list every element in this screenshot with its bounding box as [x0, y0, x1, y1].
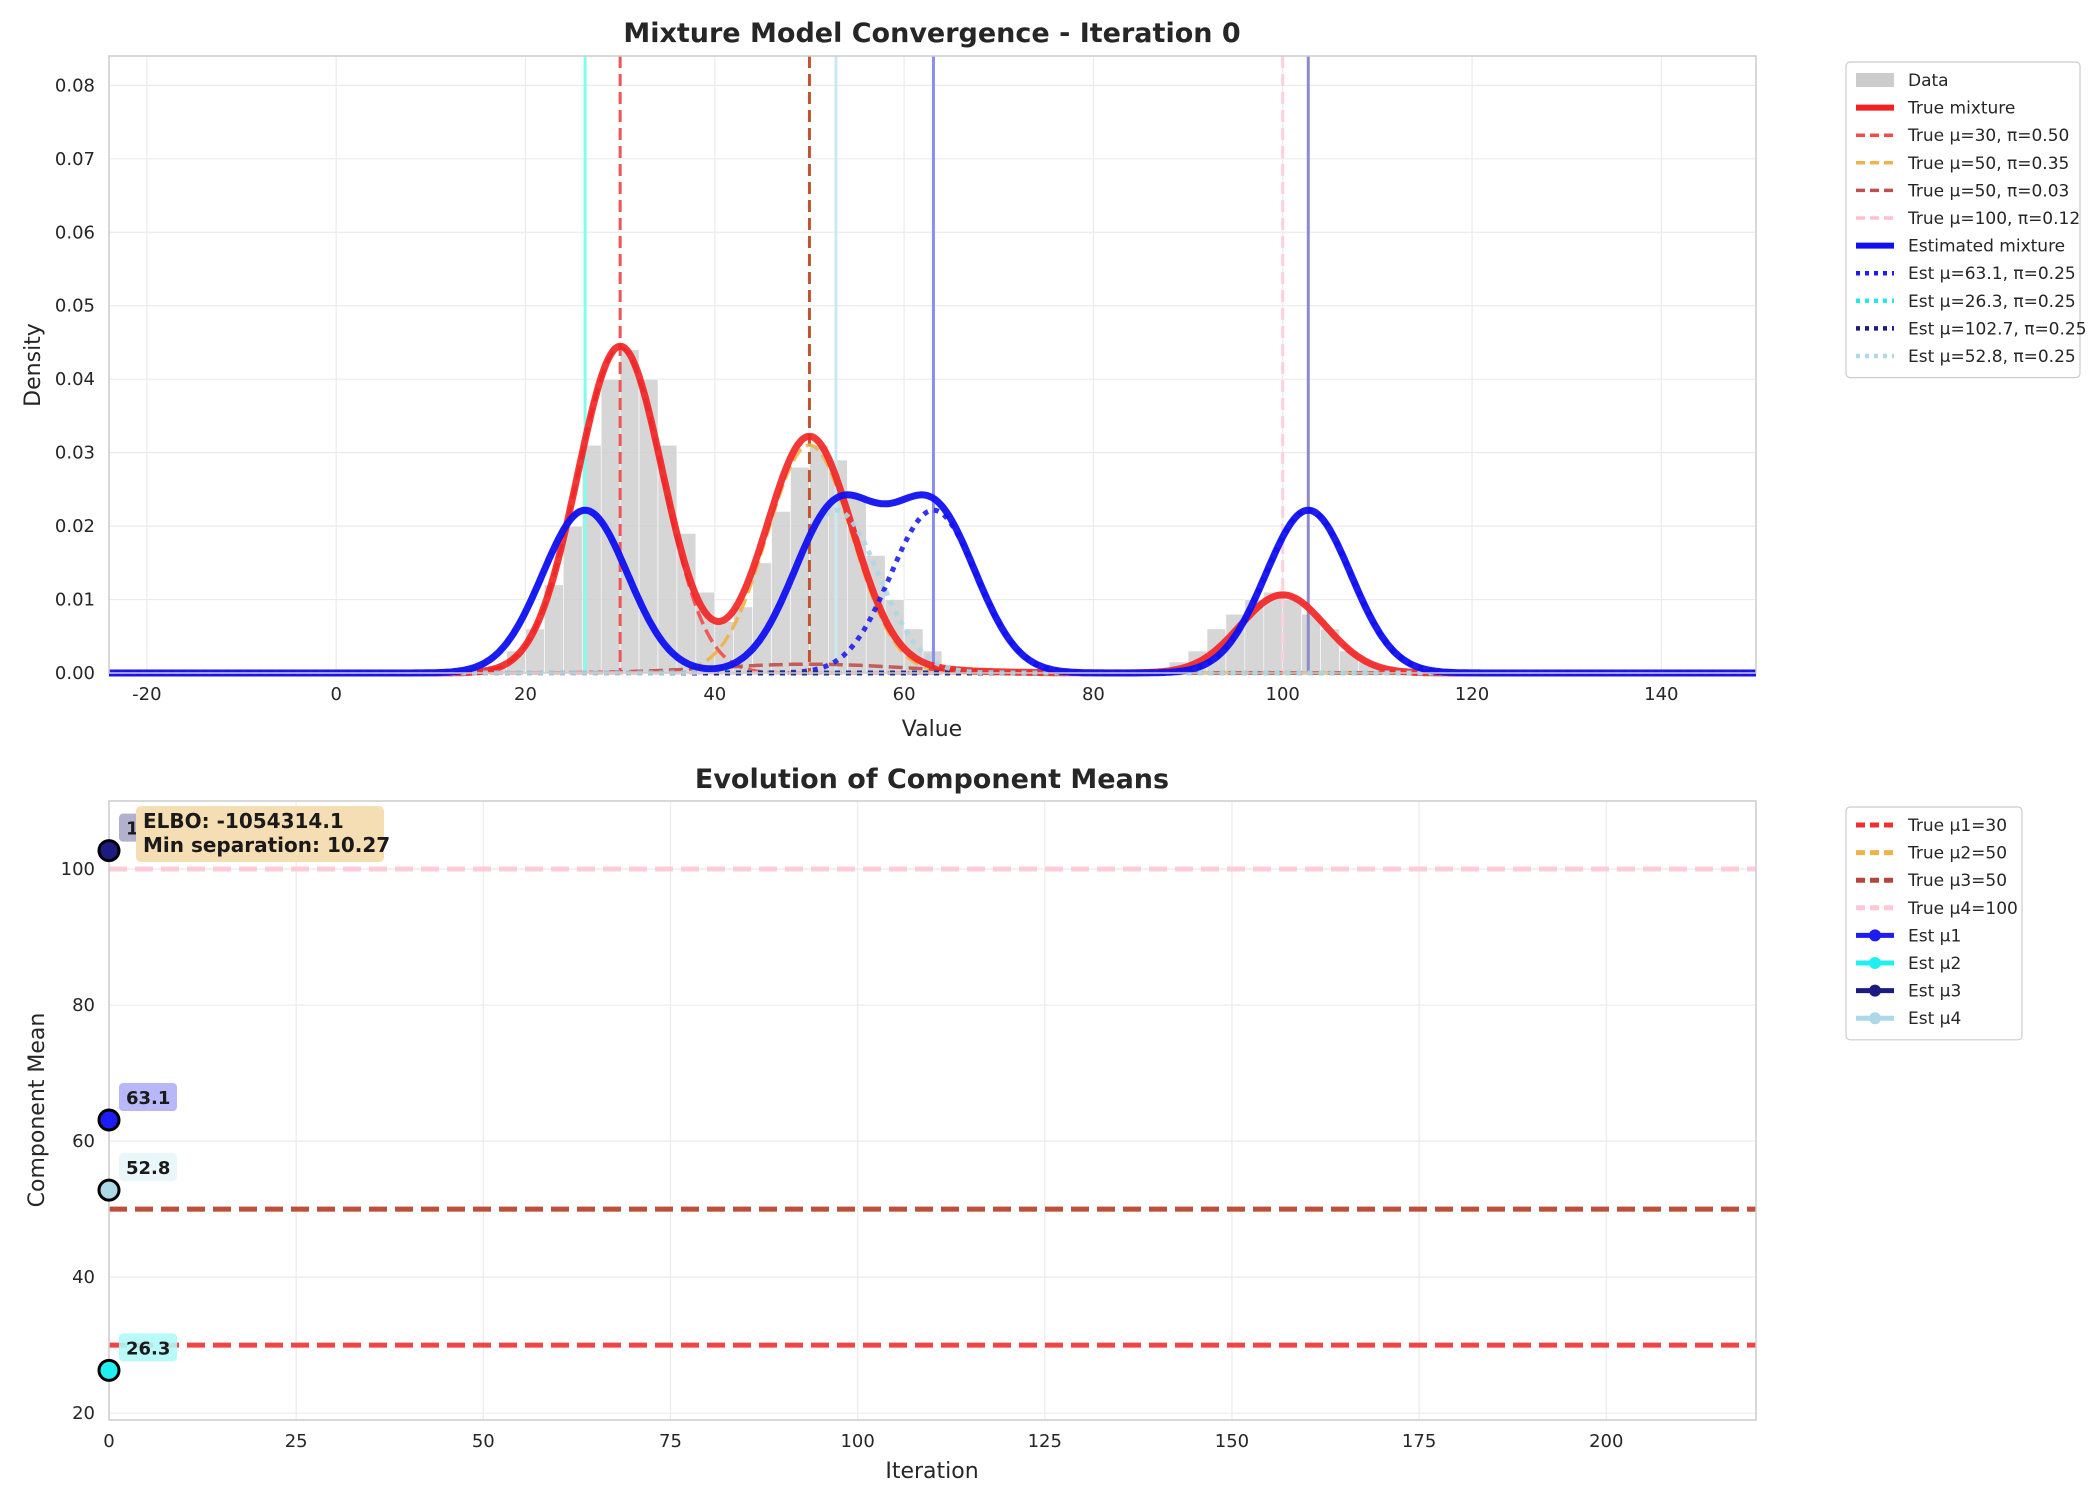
- legend-label: True μ1=30: [1907, 816, 2007, 836]
- means-gridlines: [108, 801, 1756, 1420]
- legend-swatch: [1856, 73, 1894, 87]
- estimated-mean-label-box: [119, 1333, 177, 1362]
- legend-label: True μ2=50: [1907, 844, 2007, 864]
- estimated-mean-point: [97, 839, 121, 863]
- estimated-mean-label: 26.3: [126, 1338, 170, 1359]
- min-separation-value: Min separation: 10.27: [143, 833, 390, 857]
- means-x-tick-label: 25: [285, 1431, 308, 1452]
- density-y-axis-label: Density: [21, 323, 46, 407]
- density-legend: Data True mixture True μ=30, π=0.50 True μ=…: [1845, 61, 2087, 379]
- histogram-bar: [563, 525, 583, 674]
- legend-label: True μ=50, π=0.03: [1907, 181, 2069, 201]
- histogram-bar: [752, 562, 772, 674]
- true-mean-lines: [109, 866, 1756, 1348]
- histogram-bar: [1282, 599, 1302, 674]
- legend-label: Est μ=102.7, π=0.25: [1908, 319, 2087, 339]
- density-x-tick-label: 100: [1266, 684, 1300, 705]
- legend-label: Est μ=63.1, π=0.25: [1908, 264, 2076, 284]
- means-x-tick-label: 50: [472, 1431, 495, 1452]
- density-y-tick-label: 0.06: [55, 222, 95, 243]
- legend-label: True μ=50, π=0.35: [1907, 154, 2069, 174]
- legend-marker: [1869, 929, 1881, 942]
- means-y-tick-label: 60: [72, 1131, 95, 1152]
- legend-label: Est μ=26.3, π=0.25: [1908, 292, 2076, 312]
- legend-label: Est μ1: [1908, 926, 1961, 946]
- means-x-tick-label: 175: [1402, 1431, 1436, 1452]
- means-y-tick-label: 40: [72, 1267, 95, 1288]
- legend-label: Est μ4: [1908, 1009, 1961, 1029]
- density-chart-title: Mixture Model Convergence - Iteration 0: [623, 18, 1240, 49]
- legend-marker: [1869, 957, 1881, 969]
- estimated-mean-label: 52.8: [126, 1158, 170, 1179]
- density-x-tick-label: -20: [132, 684, 161, 705]
- density-y-tick-label: 0.07: [55, 149, 95, 170]
- density-panel: Mixture Model Convergence - Iteration 0 …: [21, 18, 2087, 742]
- legend-label: True μ=30, π=0.50: [1907, 126, 2069, 146]
- density-x-ticks: -20 0 20 40 60 80 100 120 140: [132, 684, 1678, 705]
- means-x-tick-label: 200: [1589, 1431, 1623, 1452]
- density-x-tick-label: 40: [703, 684, 726, 705]
- density-y-tick-label: 0.01: [55, 590, 95, 611]
- estimated-mean-label-box: [119, 1083, 177, 1112]
- density-x-tick-label: 20: [514, 684, 537, 705]
- density-y-tick-label: 0.03: [55, 443, 95, 464]
- means-chart-title: Evolution of Component Means: [695, 764, 1169, 795]
- density-x-axis-label: Value: [902, 717, 962, 742]
- histogram-bar: [809, 444, 829, 674]
- data-histogram: [487, 349, 1416, 674]
- legend-label: Data: [1908, 71, 1949, 91]
- density-y-tick-label: 0.02: [55, 516, 95, 537]
- density-x-tick-label: 120: [1455, 684, 1489, 705]
- legend-label: Estimated mixture: [1908, 237, 2065, 257]
- legend-label: True μ3=50: [1907, 871, 2007, 891]
- elbo-annotation-box: [136, 806, 384, 862]
- density-y-tick-label: 0.00: [55, 663, 95, 684]
- legend-label: Est μ3: [1908, 982, 1961, 1002]
- means-x-axis-label: Iteration: [885, 1459, 978, 1484]
- means-y-tick-label: 100: [61, 859, 95, 880]
- density-legend-box: [1845, 61, 2081, 379]
- means-x-tick-label: 75: [659, 1431, 682, 1452]
- histogram-bar: [1301, 613, 1321, 674]
- legend-marker: [1869, 984, 1881, 997]
- estimated-mean-label: 63.1: [126, 1088, 170, 1109]
- legend-label: True μ4=100: [1907, 899, 2018, 919]
- means-panel: Evolution of Component Means 63.126.3102…: [25, 764, 2023, 1484]
- legend-label: Est μ2: [1908, 954, 1961, 974]
- density-x-tick-label: 0: [330, 684, 341, 705]
- mean-vertical-lines: [583, 56, 1310, 673]
- legend-marker: [1869, 1012, 1881, 1025]
- means-x-tick-label: 0: [103, 1431, 114, 1452]
- density-x-tick-label: 60: [893, 684, 916, 705]
- density-x-tick-label: 80: [1082, 684, 1105, 705]
- elbo-annotation: ELBO: -1054314.1 Min separation: 10.27: [136, 806, 390, 862]
- means-legend: True μ1=30 True μ2=50 True μ3=50 True μ4=10…: [1845, 806, 2023, 1041]
- estimated-mean-point: [97, 1178, 121, 1202]
- means-x-tick-label: 150: [1215, 1431, 1249, 1452]
- means-x-tick-label: 125: [1028, 1431, 1062, 1452]
- elbo-value: ELBO: -1054314.1: [143, 809, 344, 833]
- means-x-ticks: 0 25 50 75 100 125 150 175 200: [103, 1431, 1623, 1452]
- means-y-tick-label: 20: [72, 1403, 95, 1424]
- estimated-mean-label-box: [119, 1153, 177, 1182]
- estimated-mean-point: [97, 1358, 121, 1382]
- density-y-tick-label: 0.08: [55, 75, 95, 96]
- histogram-bar: [619, 349, 640, 674]
- density-plot-frame: [108, 55, 1757, 674]
- estimated-mean-point: [97, 1108, 121, 1132]
- legend-label: Est μ=52.8, π=0.25: [1908, 347, 2076, 367]
- legend-label: True mixture: [1907, 99, 2015, 119]
- means-x-tick-label: 100: [840, 1431, 874, 1452]
- means-y-axis-label: Component Mean: [25, 1013, 50, 1208]
- density-y-ticks: 0.00 0.01 0.02 0.03 0.04 0.05 0.06 0.07 0.08: [55, 75, 95, 684]
- means-y-ticks: 20 40 60 80 100: [61, 859, 95, 1424]
- density-x-tick-label: 140: [1644, 684, 1678, 705]
- means-legend-box: [1845, 806, 2023, 1041]
- legend-label: True μ=100, π=0.12: [1907, 209, 2080, 229]
- means-y-tick-label: 80: [72, 995, 95, 1016]
- density-y-tick-label: 0.04: [55, 369, 95, 390]
- density-y-tick-label: 0.05: [55, 296, 95, 317]
